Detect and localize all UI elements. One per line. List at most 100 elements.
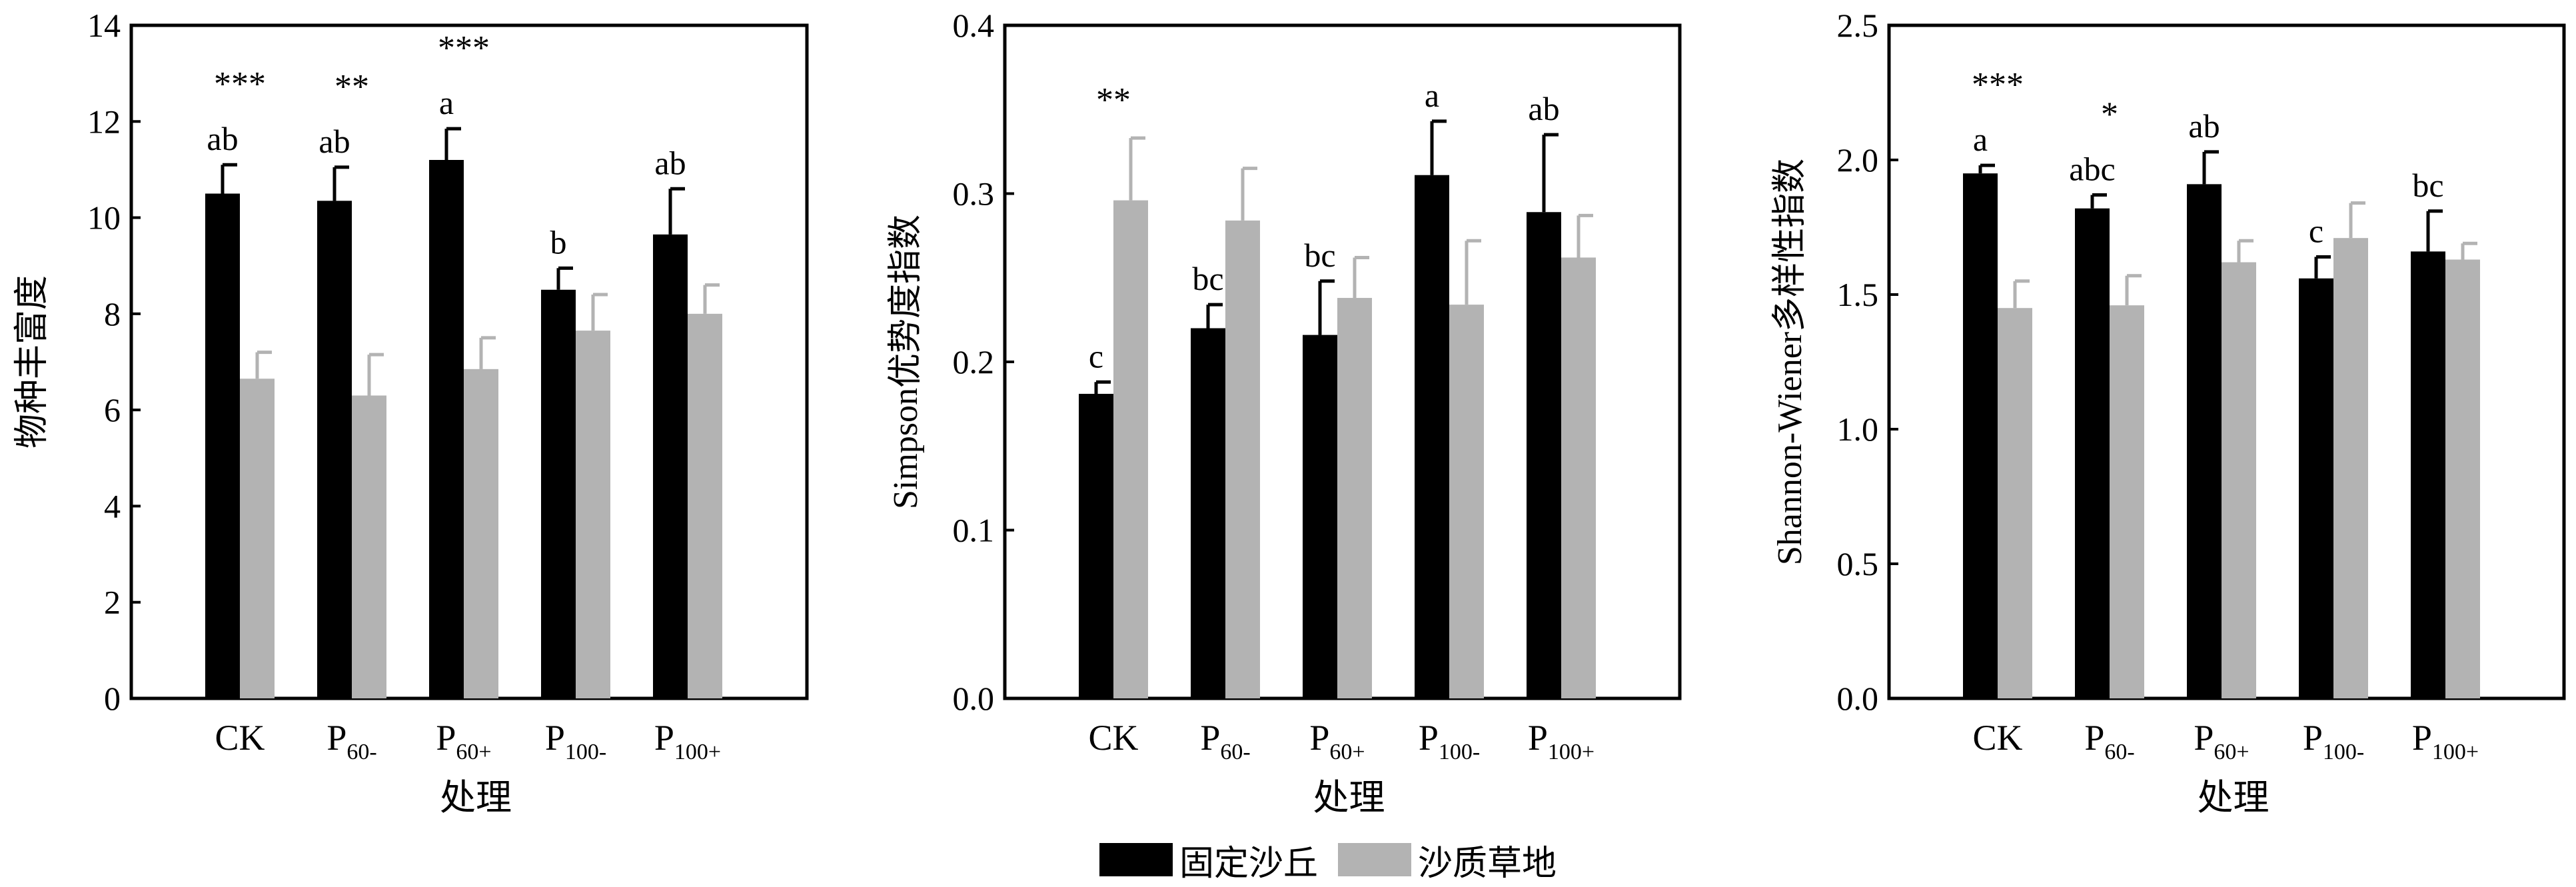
significance-letter: ab: [207, 120, 238, 157]
significance-letter: bc: [1304, 237, 1335, 274]
bar-fixed-dune: [1415, 175, 1449, 699]
y-tick-label: 2.5: [1837, 7, 1879, 44]
y-tick-label: 0.3: [953, 175, 995, 213]
y-tick-label: 0.5: [1837, 545, 1879, 582]
bar-sandy-grassland: [1113, 200, 1148, 699]
x-tick-label: CK: [215, 718, 265, 758]
bar-sandy-grassland: [2445, 259, 2480, 699]
legend-swatch-sandy-grassland: [1338, 843, 1412, 876]
bar-sandy-grassland: [1561, 257, 1596, 698]
y-tick-label: 12: [87, 103, 121, 140]
significance-letter: bc: [1192, 260, 1223, 297]
legend-label-sandy-grassland: 沙质草地: [1418, 843, 1557, 884]
bar-sandy-grassland: [2333, 238, 2368, 698]
bar-sandy-grassland: [2222, 262, 2256, 698]
x-axis-label: 处理: [1313, 776, 1385, 818]
x-tick-label: P60-: [326, 718, 376, 764]
legend-swatch-fixed-dune: [1099, 843, 1173, 876]
y-tick-label: 2: [104, 584, 121, 621]
bar-fixed-dune: [2411, 251, 2445, 698]
significance-stars: ***: [214, 65, 266, 103]
bar-fixed-dune: [541, 289, 576, 698]
significance-stars: **: [334, 68, 369, 106]
significance-letter: ab: [319, 123, 350, 160]
x-tick-label: CK: [1972, 718, 2022, 758]
y-tick-label: 14: [87, 7, 121, 44]
significance-letter: c: [1089, 337, 1103, 375]
y-tick-label: 1.0: [1837, 411, 1879, 448]
bar-fixed-dune: [429, 160, 464, 698]
x-tick-label: P60+: [1309, 718, 1365, 764]
y-tick-label: 0.4: [953, 7, 995, 44]
significance-letter: ab: [2188, 107, 2220, 145]
y-axis-label: Simpson优势度指数: [887, 215, 925, 509]
y-tick-label: 10: [87, 199, 121, 237]
significance-letter: bc: [2412, 167, 2443, 204]
bar-fixed-dune: [653, 234, 688, 699]
bar-sandy-grassland: [1337, 298, 1372, 698]
bar-fixed-dune: [2299, 278, 2333, 698]
y-tick-label: 1.5: [1837, 276, 1879, 313]
bar-fixed-dune: [1963, 173, 1998, 698]
y-tick-label: 6: [104, 391, 121, 429]
x-tick-label: P60+: [436, 718, 491, 764]
x-tick-label: P60-: [1200, 718, 1250, 764]
significance-letter: ab: [1528, 90, 1559, 127]
bar-sandy-grassland: [464, 369, 498, 698]
bar-sandy-grassland: [240, 379, 275, 698]
y-tick-label: 4: [104, 487, 121, 524]
x-tick-label: P100-: [1419, 718, 1480, 764]
y-tick-label: 0.0: [953, 680, 995, 717]
bar-fixed-dune: [1527, 212, 1561, 698]
significance-stars: *: [2101, 96, 2118, 134]
x-tick-label: P100-: [2303, 718, 2364, 764]
x-tick-label: P60+: [2194, 718, 2249, 764]
significance-stars: **: [1096, 81, 1131, 119]
bar-sandy-grassland: [1998, 308, 2032, 698]
bar-fixed-dune: [205, 193, 240, 698]
x-tick-label: CK: [1088, 718, 1138, 758]
significance-stars: ***: [1972, 66, 2024, 104]
y-tick-label: 0: [104, 680, 121, 717]
significance-letter: c: [2309, 212, 2323, 249]
legend: 固定沙丘 沙质草地: [1099, 835, 1577, 885]
bar-fixed-dune: [1303, 335, 1337, 699]
significance-letter: b: [550, 223, 567, 261]
y-tick-label: 2.0: [1837, 141, 1879, 179]
y-tick-label: 0.2: [953, 343, 995, 381]
y-tick-label: 0.0: [1837, 680, 1879, 717]
bar-fixed-dune: [2187, 184, 2222, 698]
significance-stars: ***: [438, 29, 490, 67]
bar-fixed-dune: [2075, 208, 2110, 699]
x-axis-label: 处理: [2198, 776, 2269, 818]
bar-sandy-grassland: [576, 331, 610, 698]
legend-item-fixed-dune: 固定沙丘: [1099, 835, 1318, 885]
bar-sandy-grassland: [352, 395, 386, 698]
significance-letter: a: [439, 84, 454, 121]
bar-sandy-grassland: [2110, 305, 2144, 698]
x-tick-label: P100-: [545, 718, 606, 764]
legend-label-fixed-dune: 固定沙丘: [1179, 843, 1319, 884]
bar-sandy-grassland: [1225, 220, 1260, 698]
significance-letter: ab: [654, 144, 686, 181]
x-tick-label: P100+: [654, 718, 721, 764]
bar-fixed-dune: [1079, 393, 1113, 698]
bar-sandy-grassland: [1449, 305, 1484, 698]
y-axis-label: 物种丰富度: [13, 275, 51, 448]
significance-letter: a: [1973, 121, 1988, 158]
x-tick-label: P100+: [1528, 718, 1595, 764]
bar-fixed-dune: [1191, 328, 1225, 698]
significance-letter: a: [1425, 77, 1439, 114]
legend-item-sandy-grassland: 沙质草地: [1338, 835, 1557, 885]
bar-fixed-dune: [317, 201, 352, 699]
significance-letter: abc: [2069, 151, 2115, 188]
bar-sandy-grassland: [688, 313, 722, 698]
x-tick-label: P60-: [2084, 718, 2134, 764]
x-axis-label: 处理: [440, 776, 512, 818]
y-tick-label: 0.1: [953, 512, 995, 549]
y-tick-label: 8: [104, 295, 121, 333]
